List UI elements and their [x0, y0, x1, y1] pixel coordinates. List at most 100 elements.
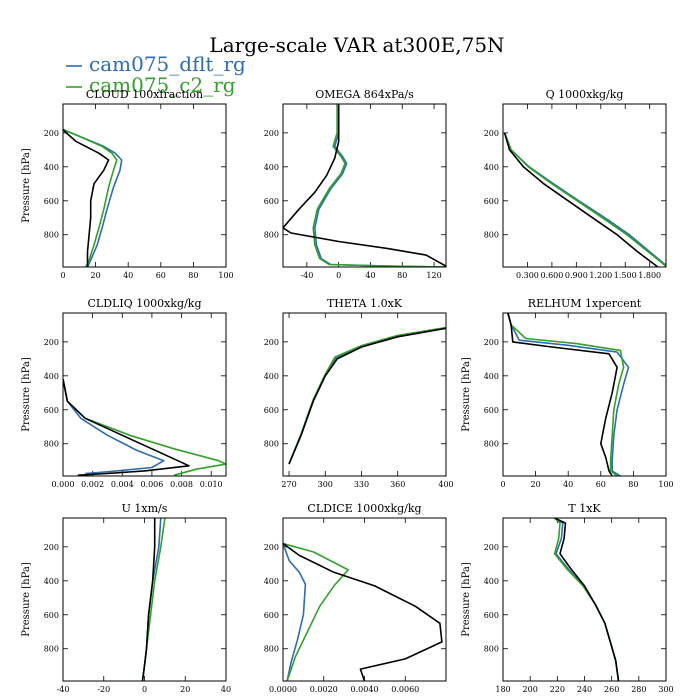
x-tick-label: 0.300 [516, 271, 539, 280]
x-tick-label: 280 [631, 685, 646, 694]
series-line-cam075-dflt-rg [283, 543, 307, 681]
x-tick-label: 1.500 [614, 271, 637, 280]
y-tick-label: 600 [44, 197, 59, 206]
x-tick-label: 0.600 [540, 271, 563, 280]
panel-1: CLOUD 100xfraction Pressure [hPa] 0 20 40 60 8… [21, 88, 234, 280]
y-tick-label: 800 [264, 231, 279, 240]
x-tick-label: 0.0060 [391, 685, 419, 694]
x-tick-label: 0.010 [200, 480, 223, 489]
panel-title: U 1xm/s [122, 502, 168, 515]
x-tick-label: 0 [500, 480, 505, 489]
y-tick-label: 400 [44, 372, 59, 381]
y-axis-label: Pressure [hPa] [461, 357, 472, 432]
panel-title: CLDICE 1000xkg/kg [307, 502, 421, 515]
legend-label-series1: cam075_dflt_rg [89, 52, 246, 76]
series-line-cam075-c2-rg [63, 128, 118, 267]
y-tick-label: 400 [44, 163, 59, 172]
x-tick-label: 40 [221, 685, 231, 694]
y-tick-label: 800 [264, 645, 279, 654]
x-tick-label: 0.0000 [269, 685, 297, 694]
panel-title: THETA 1.0xK [327, 297, 403, 310]
series-line-cam075-dflt-rg [314, 104, 446, 267]
y-tick-label: 600 [44, 406, 59, 415]
x-tick-label: 80 [397, 271, 407, 280]
y-tick-label: 400 [484, 372, 499, 381]
x-tick-label: 240 [577, 685, 592, 694]
y-tick-label: 400 [264, 372, 279, 381]
x-tick-label: 100 [658, 480, 673, 489]
plot-frame [62, 103, 227, 268]
plot-frame [282, 517, 447, 682]
x-tick-label: -40 [300, 271, 313, 280]
y-tick-label: 600 [264, 406, 279, 415]
y-tick-label: 200 [484, 543, 499, 552]
x-tick-label: 220 [550, 685, 565, 694]
x-tick-label: 1.200 [589, 271, 612, 280]
y-tick-label: 800 [44, 440, 59, 449]
series-line-cam075-c2-rg [553, 518, 620, 681]
series-line-obs [283, 542, 443, 681]
x-tick-label: 330 [354, 480, 369, 489]
y-tick-label: 800 [44, 231, 59, 240]
x-tick-label: -20 [97, 685, 110, 694]
series-line-cam075-c2-rg [503, 132, 666, 267]
series-line-cam075-dflt-rg [554, 518, 620, 681]
panel-7: U 1xm/s Pressure [hPa] -40 -20 0 20 40 200 400 60… [21, 502, 231, 694]
x-tick-label: 400 [438, 480, 453, 489]
x-tick-label: 200 [523, 685, 538, 694]
series-line-cam075-c2-rg [63, 379, 226, 476]
x-tick-label: 260 [604, 685, 619, 694]
y-tick-label: 600 [484, 406, 499, 415]
y-axis-label: Pressure [hPa] [21, 357, 32, 432]
y-tick-label: 800 [484, 440, 499, 449]
y-tick-label: 200 [484, 338, 499, 347]
x-tick-label: 120 [426, 271, 441, 280]
x-tick-label: 40 [123, 271, 133, 280]
x-tick-label: 0.0020 [310, 685, 338, 694]
y-axis-label: Pressure [hPa] [21, 148, 32, 223]
panel-3: Q 1000xkg/kg 0.300 0.600 0.900 1.200 1.500 1.8… [484, 88, 667, 280]
y-tick-label: 600 [44, 611, 59, 620]
series-line-cam075-c2-rg [312, 104, 446, 267]
y-tick-label: 600 [264, 197, 279, 206]
panel-8: CLDICE 1000xkg/kg 0.0000 0.0020 0.0040 0.006… [264, 502, 447, 694]
x-tick-label: 0 [60, 271, 65, 280]
x-tick-label: 60 [596, 480, 606, 489]
y-tick-label: 400 [44, 577, 59, 586]
x-tick-label: 180 [495, 685, 510, 694]
x-tick-label: 0.900 [565, 271, 588, 280]
series-line-cam075-dflt-rg [63, 379, 165, 475]
x-tick-label: 60 [156, 271, 166, 280]
x-tick-label: 0.000 [52, 480, 75, 489]
y-tick-label: 400 [484, 577, 499, 586]
x-tick-label: 0.002 [81, 480, 104, 489]
x-tick-label: 20 [531, 480, 541, 489]
x-tick-label: 300 [318, 480, 333, 489]
series-line-obs [503, 132, 659, 267]
x-tick-label: 20 [91, 271, 101, 280]
x-tick-label: 0.006 [140, 480, 163, 489]
y-tick-label: 400 [264, 577, 279, 586]
plot-frame [62, 517, 227, 682]
x-tick-label: -40 [57, 685, 70, 694]
x-tick-label: 40 [365, 271, 375, 280]
plot-frame [282, 103, 447, 268]
series-line-cam075-c2-rg [507, 313, 625, 476]
series-line-cam075-dflt-rg [507, 313, 630, 476]
x-tick-label: 0.008 [170, 480, 193, 489]
panel-title: CLDLIQ 1000xkg/kg [87, 297, 201, 310]
series-line-cam075-c2-rg [288, 326, 446, 465]
panel-4: CLDLIQ 1000xkg/kg Pressure [hPa] 0.000 0.00… [21, 297, 227, 489]
panel-title: T 1xK [568, 502, 601, 515]
x-tick-label: 20 [180, 685, 190, 694]
panel-2: OMEGA 864xPa/s -40 0 40 80 120 200 400 600 800 [264, 88, 447, 280]
figure-title: Large-scale VAR at300E,75N [209, 33, 504, 57]
y-tick-label: 800 [44, 645, 59, 654]
y-tick-label: 600 [264, 611, 279, 620]
x-tick-label: 1.800 [638, 271, 661, 280]
legend-label-series2: cam075_c2_rg [89, 73, 236, 97]
series-line-obs [63, 379, 190, 476]
y-tick-label: 800 [484, 231, 499, 240]
panel-5: THETA 1.0xK 270 300 330 360 400 200 400 600 800 [264, 297, 454, 489]
